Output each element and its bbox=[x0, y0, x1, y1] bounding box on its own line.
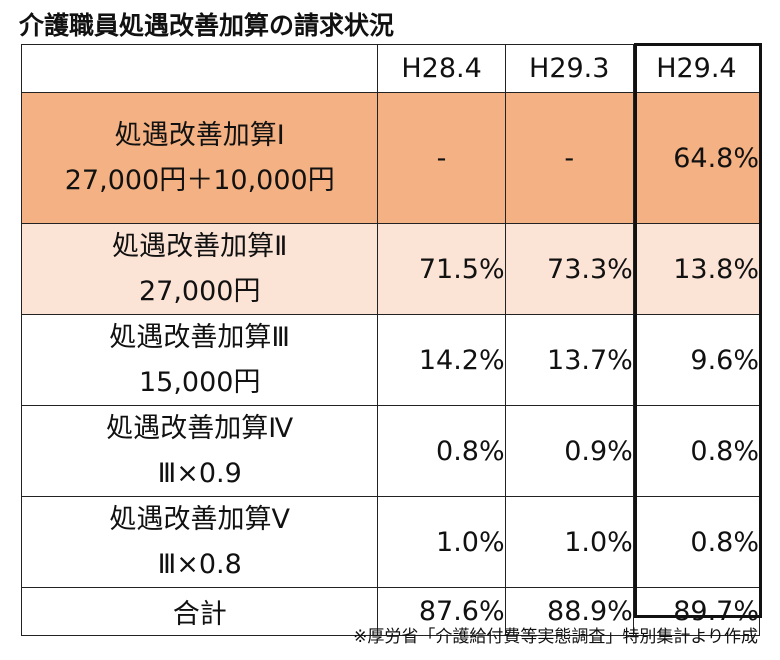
row-label-kasan-1: 処遇改善加算Ⅰ 27,000円＋10,000円 bbox=[20, 92, 379, 224]
row-label-kasan-2: 処遇改善加算Ⅱ 27,000円 bbox=[20, 223, 379, 315]
table-row: 処遇改善加算Ⅳ Ⅲ×0.9 0.8% 0.9% 0.8% bbox=[20, 405, 761, 497]
total-cell: 87.6% bbox=[377, 587, 506, 636]
header-corner-cell bbox=[20, 44, 379, 93]
column-header-h28-4: H28.4 bbox=[377, 44, 506, 93]
row-label-amount: 15,000円 bbox=[138, 367, 261, 398]
row-label-name: 処遇改善加算Ⅳ bbox=[106, 413, 294, 444]
table-cell: 0.8% bbox=[632, 496, 761, 588]
column-header-h29-3: H29.3 bbox=[504, 44, 634, 93]
claims-table: H28.4 H29.3 H29.4 処遇改善加算Ⅰ 27,000円＋10,000… bbox=[20, 44, 761, 636]
table-cell: 1.0% bbox=[377, 496, 506, 588]
table-cell: 71.5% bbox=[377, 223, 506, 315]
table-cell: 0.8% bbox=[377, 405, 506, 497]
table-cell: 13.8% bbox=[632, 223, 761, 315]
table-cell: 73.3% bbox=[504, 223, 634, 315]
total-cell: 88.9% bbox=[504, 587, 634, 636]
row-label-name: 処遇改善加算Ⅱ bbox=[112, 231, 288, 262]
row-label-amount: 27,000円＋10,000円 bbox=[64, 165, 335, 196]
row-label-amount: Ⅲ×0.9 bbox=[157, 458, 242, 489]
source-note: ※厚労省「介護給付費等実態調査」特別集計より作成 bbox=[353, 627, 758, 647]
table-row: 処遇改善加算Ⅴ Ⅲ×0.8 1.0% 1.0% 0.8% bbox=[20, 496, 761, 588]
table-cell: 13.7% bbox=[504, 314, 634, 406]
row-label-name: 処遇改善加算Ⅴ bbox=[109, 504, 290, 535]
table-row: 処遇改善加算Ⅲ 15,000円 14.2% 13.7% 9.6% bbox=[20, 314, 761, 406]
table-cell: 64.8% bbox=[632, 92, 761, 224]
row-label-kasan-5: 処遇改善加算Ⅴ Ⅲ×0.8 bbox=[20, 496, 379, 588]
table-cell: 14.2% bbox=[377, 314, 506, 406]
table-header-row: H28.4 H29.3 H29.4 bbox=[20, 44, 761, 93]
table-cell: 0.8% bbox=[632, 405, 761, 497]
row-label-name: 処遇改善加算Ⅰ bbox=[114, 120, 285, 151]
table-row: 処遇改善加算Ⅱ 27,000円 71.5% 73.3% 13.8% bbox=[20, 223, 761, 315]
table-row: 処遇改善加算Ⅰ 27,000円＋10,000円 - - 64.8% bbox=[20, 92, 761, 224]
row-label-name: 処遇改善加算Ⅲ bbox=[109, 322, 291, 353]
table-cell: - bbox=[504, 92, 634, 224]
row-label-amount: Ⅲ×0.8 bbox=[157, 549, 242, 580]
total-cell: 89.7% bbox=[632, 587, 761, 636]
total-row: 合計 87.6% 88.9% 89.7% bbox=[20, 587, 761, 636]
row-label-kasan-4: 処遇改善加算Ⅳ Ⅲ×0.9 bbox=[20, 405, 379, 497]
page-title: 介護職員処遇改善加算の請求状況 bbox=[19, 11, 395, 40]
row-label-amount: 27,000円 bbox=[138, 276, 261, 307]
table-cell: 9.6% bbox=[632, 314, 761, 406]
row-label-kasan-3: 処遇改善加算Ⅲ 15,000円 bbox=[20, 314, 379, 406]
table-cell: 1.0% bbox=[504, 496, 634, 588]
total-label: 合計 bbox=[20, 587, 379, 636]
table-cell: - bbox=[377, 92, 506, 224]
table-cell: 0.9% bbox=[504, 405, 634, 497]
column-header-h29-4: H29.4 bbox=[632, 44, 761, 93]
